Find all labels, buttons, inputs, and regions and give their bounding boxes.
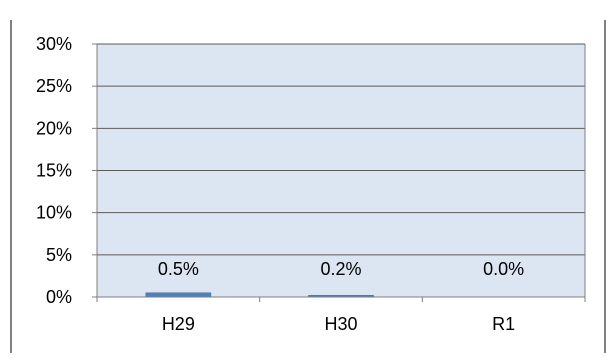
y-tick-label: 15% [36, 161, 72, 181]
y-tick-label: 25% [36, 76, 72, 96]
x-tick-label-R1: R1 [492, 314, 515, 334]
y-tick-label: 5% [46, 245, 72, 265]
y-tick-label: 0% [46, 287, 72, 307]
y-tick-label: 20% [36, 118, 72, 138]
y-tick-label: 10% [36, 203, 72, 223]
y-tick-label: 30% [36, 34, 72, 54]
data-label-H30: 0.2% [320, 259, 361, 279]
x-tick-label-H30: H30 [324, 314, 357, 334]
bar-H29 [145, 292, 212, 298]
data-label-R1: 0.0% [483, 259, 524, 279]
data-label-H29: 0.5% [158, 259, 199, 279]
x-tick-label-H29: H29 [162, 314, 195, 334]
